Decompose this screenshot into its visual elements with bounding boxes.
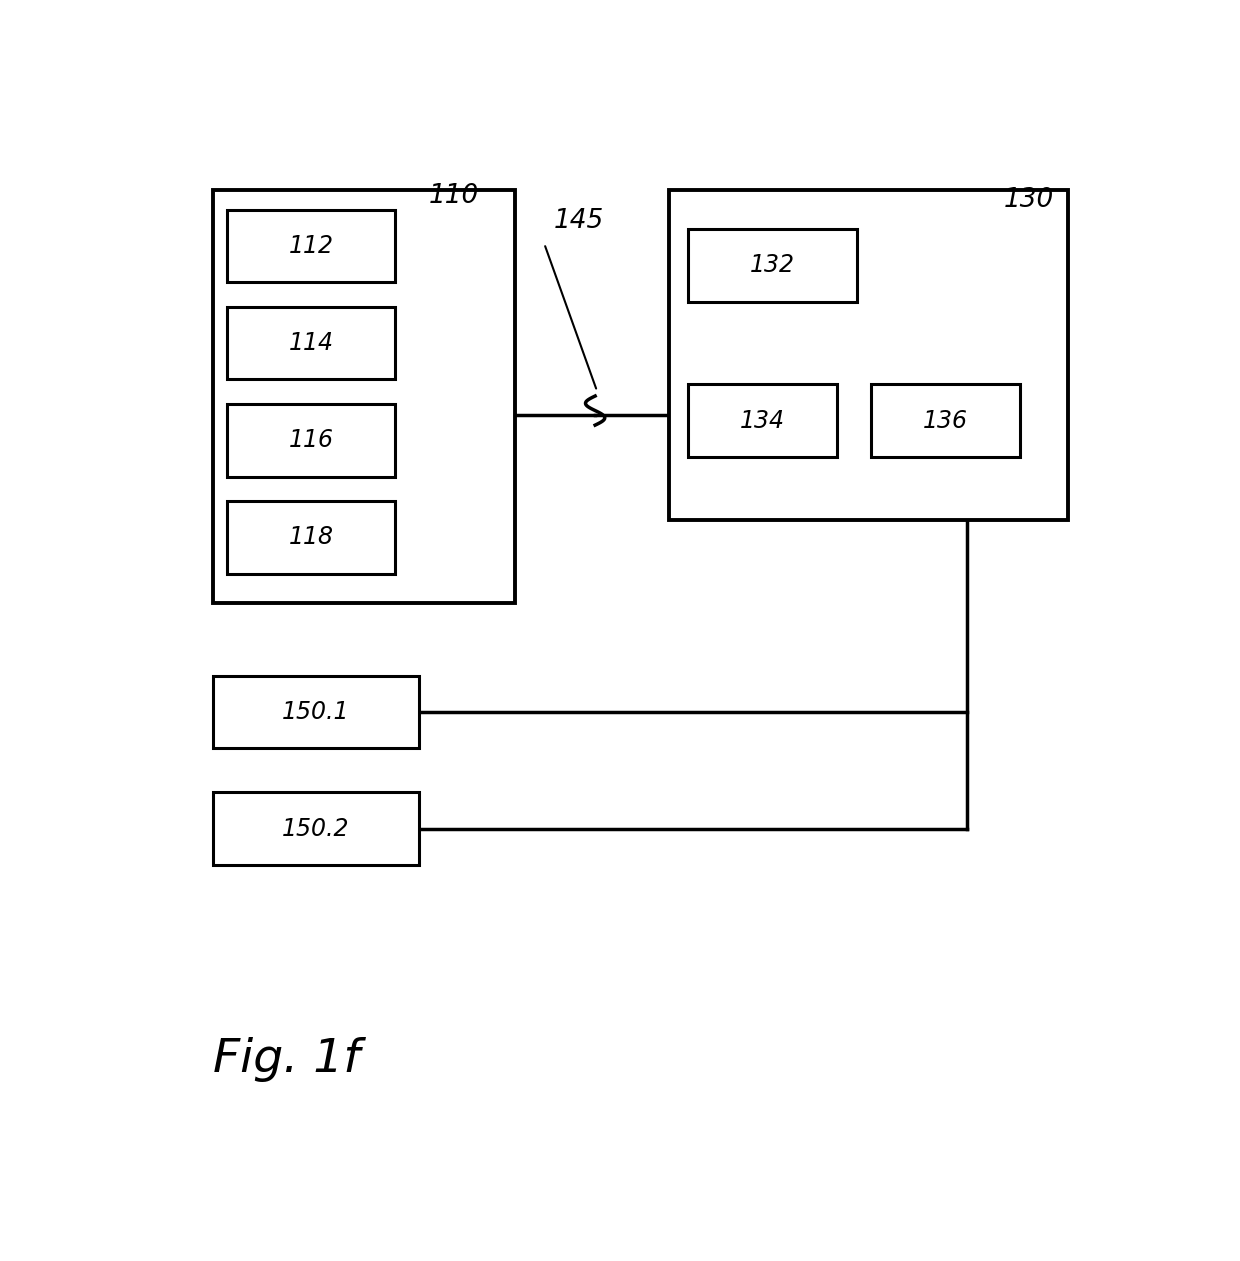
Bar <box>213 792 419 865</box>
Bar <box>227 501 396 574</box>
Text: 110: 110 <box>429 183 479 209</box>
Text: Fig. 1f: Fig. 1f <box>213 1037 360 1082</box>
Text: 150.2: 150.2 <box>283 817 350 841</box>
Text: 134: 134 <box>740 409 785 433</box>
Bar <box>227 209 396 282</box>
Text: 118: 118 <box>289 526 334 550</box>
Bar <box>688 385 837 458</box>
Text: 150.1: 150.1 <box>283 700 350 724</box>
Bar <box>870 385 1021 458</box>
Text: 116: 116 <box>289 429 334 453</box>
Bar <box>688 230 857 301</box>
Text: 112: 112 <box>289 235 334 259</box>
Text: 136: 136 <box>923 409 968 433</box>
Text: 132: 132 <box>750 253 795 277</box>
Bar <box>670 190 1068 521</box>
Text: 145: 145 <box>554 208 604 233</box>
Bar <box>213 676 419 749</box>
Bar <box>227 404 396 477</box>
Text: 114: 114 <box>289 332 334 356</box>
Bar <box>213 190 516 603</box>
Text: 130: 130 <box>1003 187 1054 213</box>
Bar <box>227 306 396 380</box>
